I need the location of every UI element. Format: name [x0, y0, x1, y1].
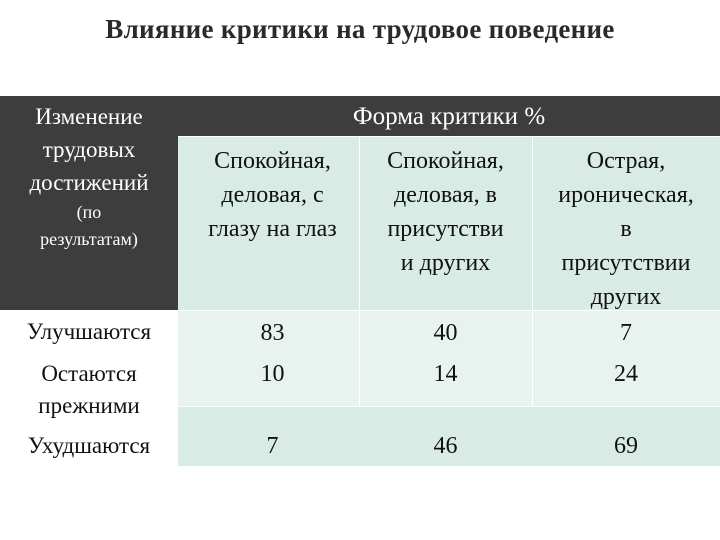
rows-band: [178, 310, 720, 406]
column-header-line: присутстви: [387, 216, 504, 242]
row-label-line: Улучшаются: [26, 319, 152, 344]
criticism-table: Изменение трудовых достижений (по резуль…: [0, 96, 720, 466]
corner-header-cell: [0, 96, 178, 310]
slide-title: Влияние критики на трудовое поведение: [105, 14, 615, 44]
grid-line: [532, 136, 533, 406]
column-header-line: глазу на глаз: [208, 216, 337, 242]
table-cell: 40: [433, 320, 458, 346]
column-header-line: других: [590, 284, 662, 310]
grid-line: [178, 136, 720, 137]
row-label-line: прежними: [38, 393, 140, 418]
last-row-band: [178, 406, 720, 466]
table-cell: 46: [433, 433, 458, 459]
grid-line: [0, 310, 720, 311]
column-header-line: в: [620, 216, 632, 242]
column-header-line: Острая,: [586, 148, 666, 174]
corner-header-text: Изменение трудовых достижений (по резуль…: [0, 100, 178, 253]
corner-header-line: (по: [76, 202, 102, 222]
column-header-1: Спокойная, деловая, с глазу на глаз: [186, 144, 359, 246]
corner-header-line: трудовых: [42, 137, 136, 162]
row-label-line: Ухудшаются: [27, 433, 151, 458]
table-cell: 14: [433, 361, 458, 387]
table-cell: 7: [620, 320, 632, 346]
column-header-2: Спокойная, деловая, в присутстви и други…: [359, 144, 532, 280]
column-headers-band: [178, 136, 720, 310]
column-header-line: деловая, с: [221, 182, 324, 208]
corner-header-line: результатам): [40, 229, 138, 249]
column-header-line: Спокойная,: [214, 148, 331, 174]
table-cell: 24: [614, 361, 638, 387]
table-cell: 10: [260, 361, 285, 387]
column-header-line: присутствии: [561, 250, 691, 276]
row-label: Ухудшаются: [0, 430, 178, 462]
table-cell: 69: [614, 433, 638, 459]
group-header-cell: [178, 96, 720, 136]
row-label-line: Остаются: [41, 361, 137, 386]
column-header-line: ироническая,: [558, 182, 694, 208]
table-cell: 83: [260, 320, 285, 346]
column-header-3: Острая, ироническая, в присутствии други…: [532, 144, 720, 314]
group-header-text: Форма критики %: [352, 103, 546, 130]
row-label: Улучшаются: [0, 316, 178, 348]
row-label: Остаются прежними: [0, 358, 178, 422]
corner-header-line: Изменение: [35, 104, 143, 129]
corner-header-line: достижений: [29, 170, 149, 195]
grid-line: [0, 406, 720, 407]
column-header-line: деловая, в: [394, 182, 497, 208]
column-header-line: Спокойная,: [387, 148, 504, 174]
grid-line: [359, 136, 360, 406]
table-cell: 7: [266, 433, 279, 459]
column-header-line: и других: [400, 250, 491, 276]
